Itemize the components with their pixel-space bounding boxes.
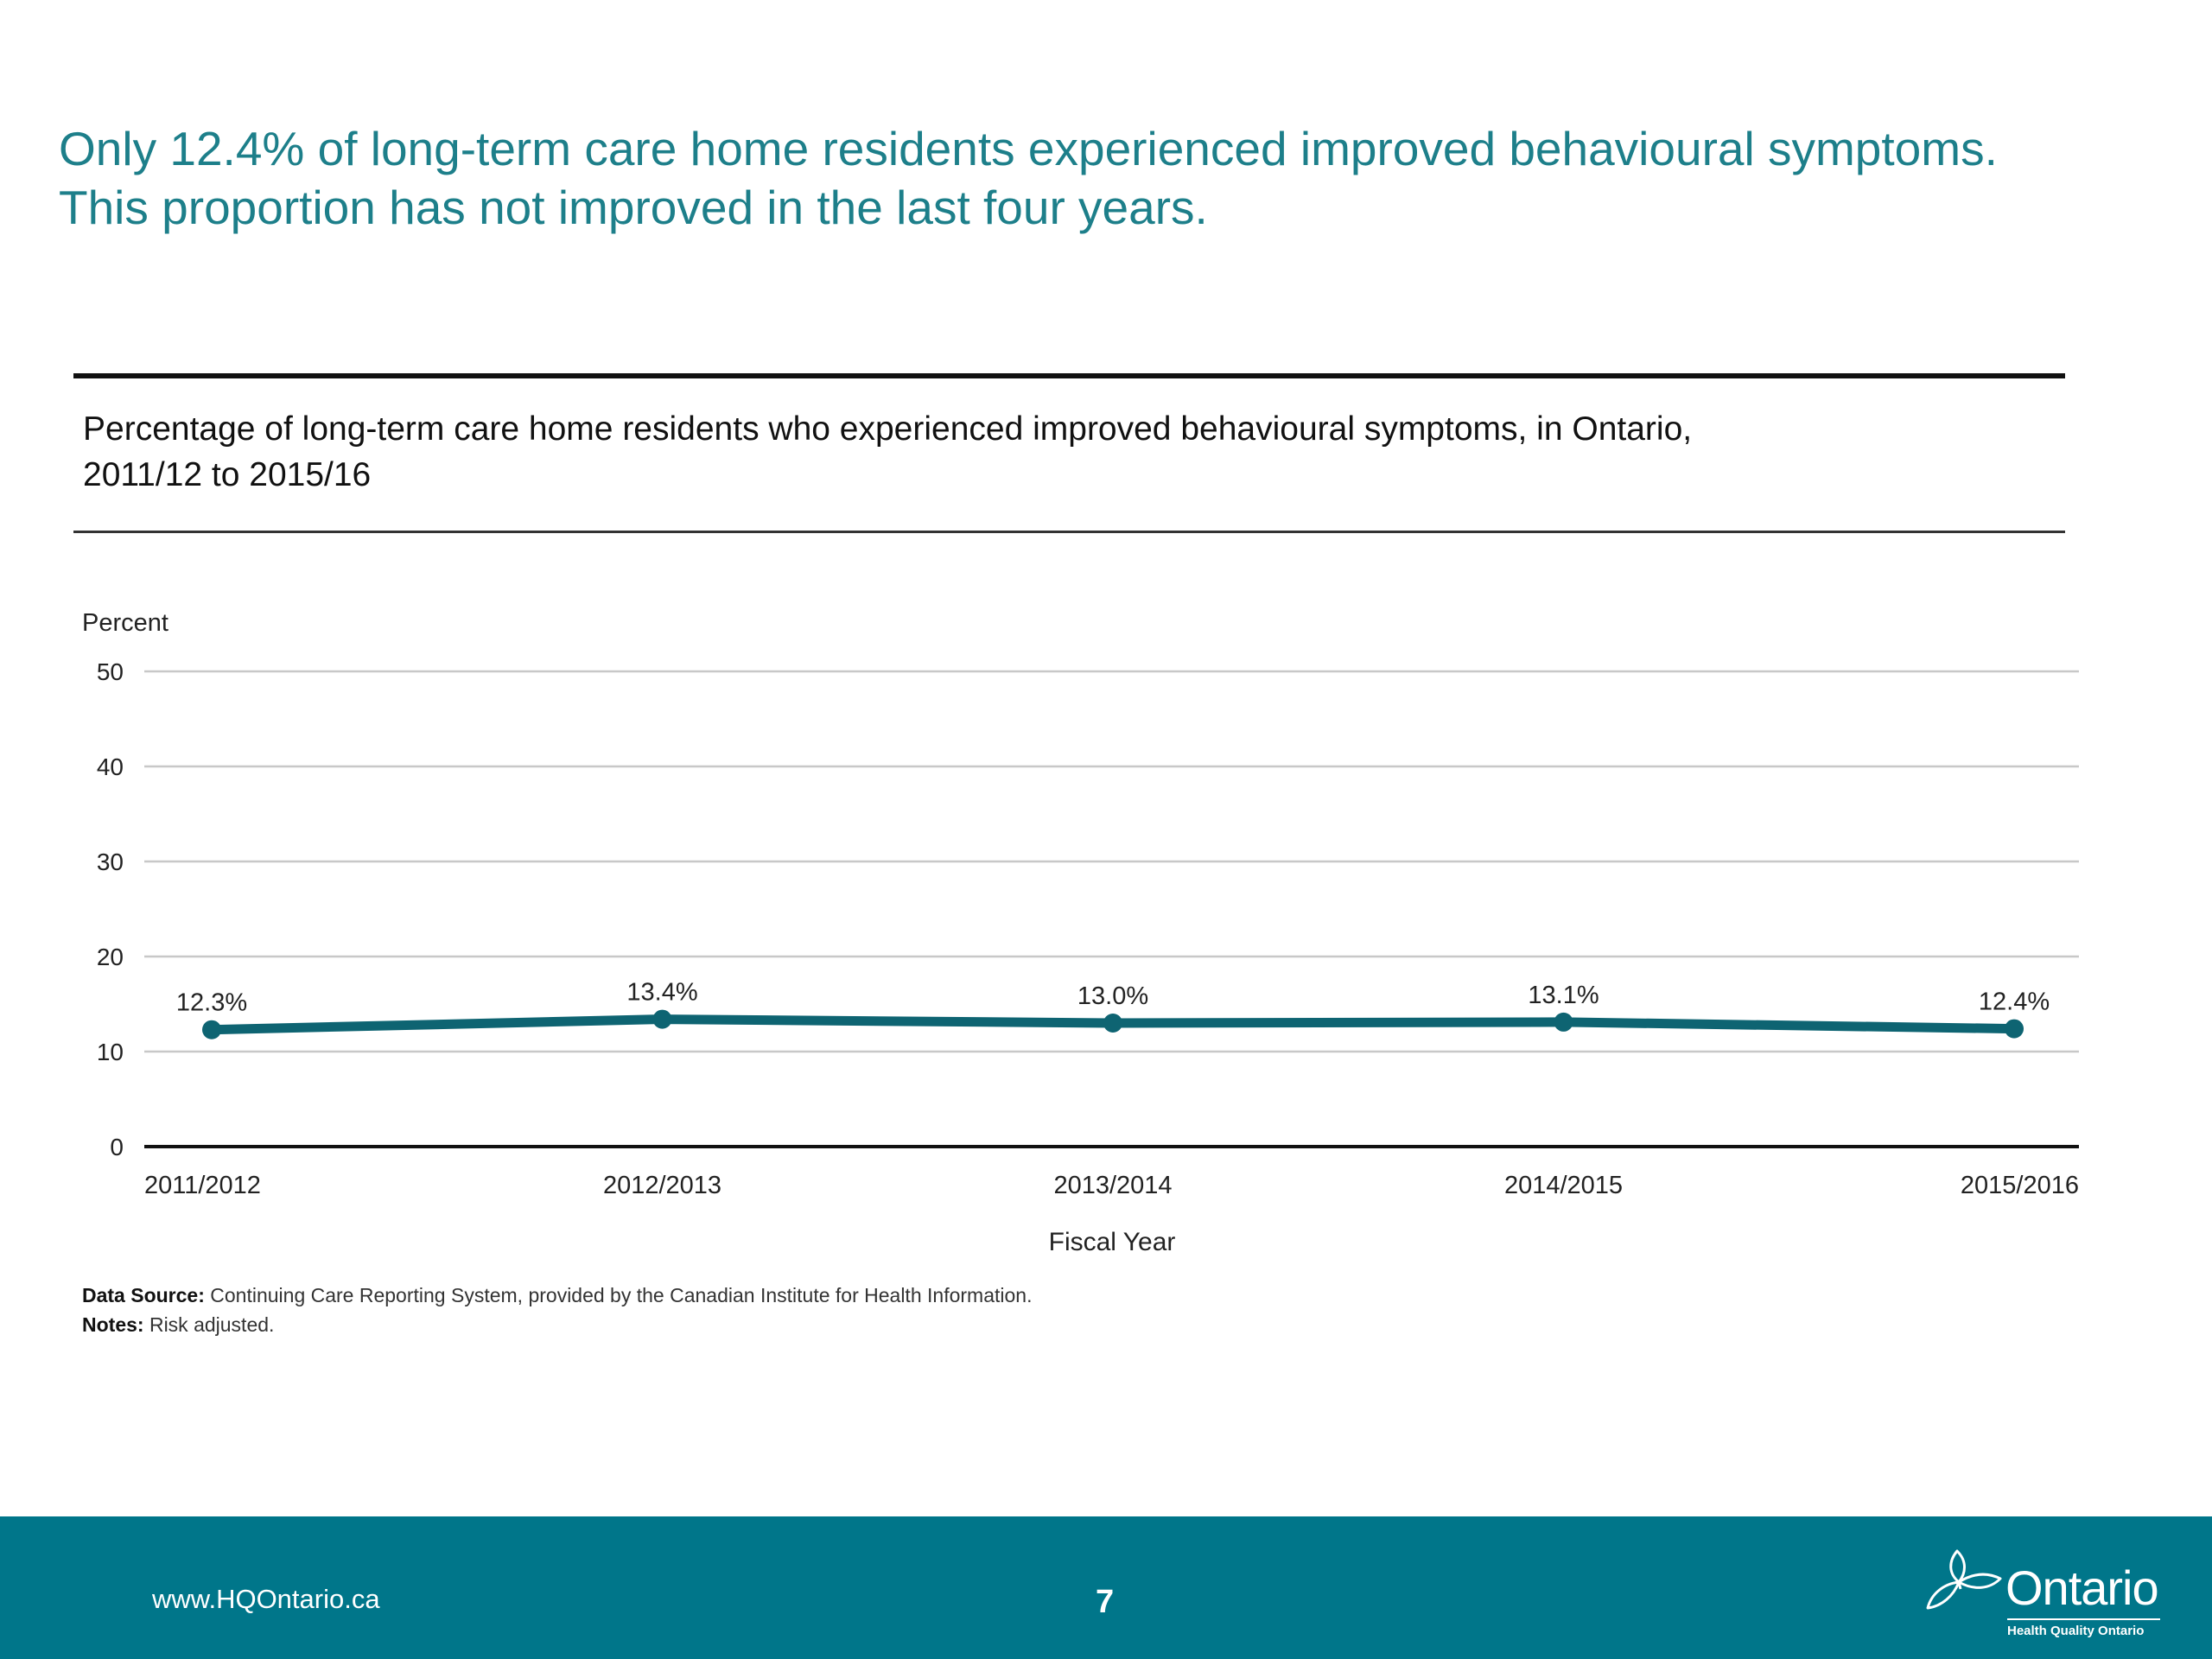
- y-tick-label: 30: [97, 849, 124, 875]
- data-label: 13.4%: [626, 979, 697, 1007]
- y-tick-label: 20: [97, 944, 124, 970]
- chart-subtitle-line-2: 2011/12 to 2015/16: [83, 456, 372, 493]
- data-label: 12.4%: [1979, 988, 2050, 1016]
- data-label: 12.3%: [176, 989, 247, 1017]
- gridlines: [144, 670, 2079, 1053]
- data-point: [1103, 1014, 1122, 1033]
- data-source-line: Data Source: Continuing Care Reporting S…: [82, 1281, 1032, 1310]
- footer-website-link[interactable]: www.HQOntario.ca: [152, 1584, 380, 1614]
- footer-bar: www.HQOntario.ca 7 Ontario Health Qualit…: [0, 1516, 2212, 1659]
- data-source-label: Data Source:: [82, 1284, 205, 1306]
- data-point: [1554, 1012, 1573, 1032]
- notes-line: Notes: Risk adjusted.: [82, 1310, 1032, 1339]
- data-point: [202, 1020, 221, 1039]
- headline-line-2: This proportion has not improved in the …: [59, 181, 1208, 234]
- data-label: 13.1%: [1528, 982, 1599, 1009]
- data-point: [2005, 1019, 2024, 1039]
- notes-label: Notes:: [82, 1313, 144, 1336]
- headline-line-1: Only 12.4% of long-term care home reside…: [59, 122, 1998, 175]
- chart-subtitle-line-1: Percentage of long-term care home reside…: [83, 410, 1693, 448]
- y-tick-label: 10: [97, 1039, 124, 1065]
- data-source-text: Continuing Care Reporting System, provid…: [210, 1284, 1033, 1306]
- logo-divider: [2007, 1618, 2160, 1620]
- chart-subtitle: Percentage of long-term care home reside…: [83, 406, 2027, 498]
- ontario-logo: Ontario Health Quality Ontario: [1923, 1541, 2164, 1644]
- headline: Only 12.4% of long-term care home reside…: [59, 119, 2150, 237]
- y-axis-title: Percent: [82, 609, 168, 637]
- x-tick-label: 2014/2015: [1504, 1172, 1623, 1199]
- x-tick-label: 2015/2016: [1961, 1172, 2079, 1199]
- series-line-group: [202, 1009, 2024, 1039]
- x-tick-label: 2011/2012: [144, 1172, 261, 1199]
- y-tick-label: 40: [97, 753, 124, 780]
- title-rule-bottom: [73, 531, 2065, 533]
- title-rule-top: [73, 373, 2065, 378]
- logo-subtitle: Health Quality Ontario: [2007, 1624, 2145, 1638]
- logo-wordmark: Ontario: [2005, 1560, 2159, 1615]
- x-tick-labels: 2011/2012 2012/2013 2013/2014 2014/2015 2015…: [144, 1172, 2079, 1199]
- page-number: 7: [1096, 1584, 1115, 1620]
- y-tick-labels: 0 10 20 30 40 50: [97, 658, 124, 1160]
- x-axis-title: Fiscal Year: [1049, 1228, 1176, 1256]
- x-tick-label: 2013/2014: [1053, 1172, 1172, 1199]
- y-tick-label: 0: [110, 1134, 124, 1160]
- data-point: [652, 1009, 672, 1029]
- trillium-icon: [1926, 1549, 2002, 1610]
- x-tick-label: 2012/2013: [603, 1172, 721, 1199]
- chart-source-notes: Data Source: Continuing Care Reporting S…: [82, 1281, 1032, 1339]
- notes-text: Risk adjusted.: [149, 1313, 275, 1336]
- data-label: 13.0%: [1077, 982, 1148, 1010]
- y-tick-label: 50: [97, 658, 124, 685]
- data-labels: 12.3% 13.4% 13.0% 13.1% 12.4%: [176, 979, 2050, 1017]
